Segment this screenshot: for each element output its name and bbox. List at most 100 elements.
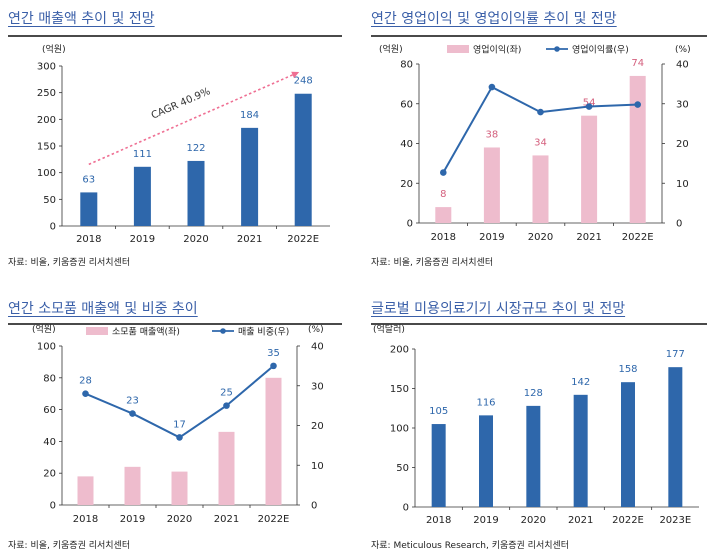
x-tick-label: 2022E [612,515,644,526]
y2-tick-label: 20 [311,421,324,432]
y-tick-label: 200 [37,115,56,126]
y2-tick-label: 0 [311,501,317,512]
y-tick-label: 80 [43,373,56,384]
x-tick-label: 2020 [167,514,192,525]
y-axis-unit-label: (억원) [32,323,56,335]
bar [171,471,188,505]
y2-tick-label: 40 [311,342,324,353]
data-label: 34 [534,137,547,148]
bar [479,415,493,507]
x-tick-label: 2019 [120,514,145,525]
bar [629,75,646,223]
bar [80,192,98,226]
line-point [634,101,641,108]
x-tick-label: 2018 [431,232,456,243]
line-point [488,83,496,91]
cagr-annotation: CAGR 40.9% [150,86,212,122]
chart-panel-consumables: 연간 소모품 매출액 및 비중 추이 (억원) (%) 0 20 40 60 80 100 0 1… [8,298,348,555]
title-divider [371,35,707,37]
y-tick-label: 200 [390,345,409,356]
y-tick-label: 0 [50,222,56,233]
x-tick-label: 2019 [130,234,155,245]
y-tick-label: 100 [390,424,409,435]
y2-tick-label: 30 [676,99,689,110]
y-tick-label: 250 [37,88,56,99]
title-divider [8,323,342,325]
chart-plot: (억원) 0 50 100 150 200 250 300 2018 2019 2020 2021 20… [37,43,330,245]
data-label: 142 [571,377,590,388]
bar [133,166,151,226]
bar [435,207,452,223]
y-tick-label: 50 [43,195,56,206]
line-point [223,402,230,409]
legend-label: 소모품 매출액(좌) [112,326,180,338]
y2-tick-label: 20 [676,139,689,150]
data-label: 248 [294,76,313,87]
y-tick-label: 60 [400,99,413,110]
x-tick-label: 2018 [76,234,101,245]
data-label: 74 [631,58,644,69]
bar [581,115,598,223]
x-tick-label: 2022E [287,234,319,245]
chart-title: 연간 소모품 매출액 및 비중 추이 [8,301,198,317]
legend-label: 영업이익(좌) [473,44,521,56]
bar [241,127,259,226]
legend-label: 매출 비중(우) [238,327,289,338]
chart-plot: (억원) (%) 0 20 40 60 80 100 0 10 20 30 40 2018 2019 2020… [32,323,324,525]
y2-tick-label: 10 [311,461,324,472]
data-label: 184 [240,110,259,121]
title-divider [371,323,707,325]
data-label: 63 [82,174,95,185]
legend-bar-swatch [447,45,469,53]
data-label: 54 [583,98,596,109]
y2-axis-unit-label: (%) [308,325,324,335]
chart-source: 자료: 비올, 키움증권 리서치센터 [8,258,131,268]
x-tick-label: 2018 [426,515,451,526]
bar [621,382,635,507]
chart-panel-operating-profit: 연간 영업이익 및 영업이익률 추이 및 전망 (억원) (%) 0 20 40 60 80… [371,8,711,268]
y-tick-label: 100 [37,168,56,179]
y-tick-label: 0 [407,219,413,230]
x-tick-label: 2022E [622,232,654,243]
line-point [82,390,89,397]
chart-title: 연간 영업이익 및 영업이익률 추이 및 전망 [371,11,617,27]
line-point [270,362,277,370]
cagr-arrow-line [88,71,300,166]
x-tick-label: 2023E [659,515,691,526]
line-point [176,434,183,441]
chart-source: 자료: Meticulous Research, 키움증권 리서치센터 [371,541,570,551]
x-tick-label: 2022E [258,514,290,525]
data-label: 17 [173,419,186,430]
data-label: 128 [524,388,543,399]
y2-tick-label: 30 [311,381,324,392]
chart-panel-annual-revenue: 연간 매출액 추이 및 전망 (억원) 0 50 100 150 200 250 300 201… [8,8,348,268]
data-label: 28 [79,376,92,387]
cagr-arrow-head [291,71,300,79]
legend-marker [554,46,560,52]
data-label: 35 [267,348,280,359]
bar [532,155,549,223]
data-label: 177 [666,349,685,360]
y-tick-label: 40 [43,437,56,448]
y2-tick-label: 40 [676,60,689,71]
data-label: 116 [476,397,495,408]
y-tick-label: 20 [400,179,413,190]
y-tick-label: 100 [37,342,56,353]
x-tick-label: 2021 [576,232,601,243]
line-point [129,410,136,417]
legend-label: 영업이익률(우) [572,44,629,56]
bar [483,147,500,223]
chart-title: 글로벌 미용의료기기 시장규모 추이 및 전망 [371,301,626,317]
x-tick-label: 2020 [521,515,546,526]
bar [526,405,541,507]
legend-bar-swatch [86,327,108,335]
y-tick-label: 150 [37,142,56,153]
chart-plot: (억원) (%) 0 20 40 60 80 0 10 20 30 40 2018 2019 2020 202… [379,43,691,243]
bar [124,466,141,505]
y-tick-label: 20 [43,469,56,480]
chart-panel-global-market: 글로벌 미용의료기기 시장규모 추이 및 전망 (억달러) 0 50 100 150 20… [371,298,711,555]
bar [265,377,282,505]
chart-source: 자료: 비올, 키움증권 리서치센터 [8,541,131,551]
y-tick-label: 80 [400,60,413,71]
x-tick-label: 2020 [528,232,553,243]
